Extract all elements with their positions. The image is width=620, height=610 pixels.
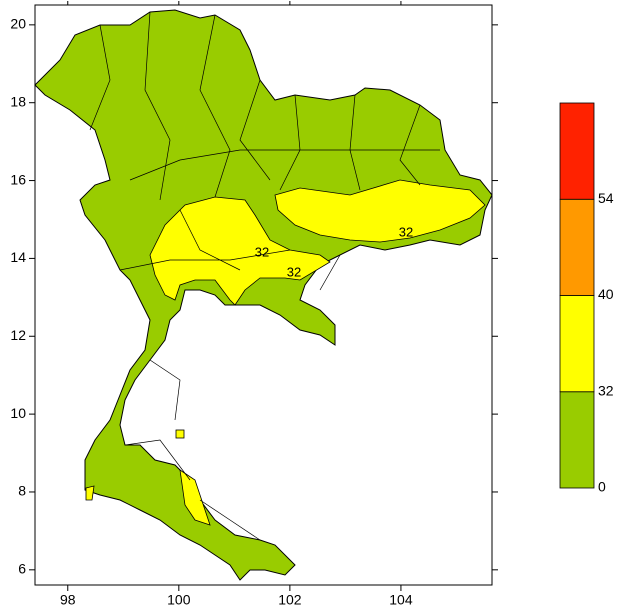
contour-label: 32 xyxy=(287,264,301,279)
y-tick-label: 20 xyxy=(10,16,26,32)
y-tick-label: 18 xyxy=(10,93,26,109)
colorbar-label: 54 xyxy=(598,190,614,206)
x-tick-label: 102 xyxy=(278,592,302,608)
colorbar-band xyxy=(559,102,595,200)
colorbar: 0 32 40 54 xyxy=(559,102,614,495)
island xyxy=(175,429,185,439)
y-tick-label: 10 xyxy=(10,405,26,421)
zone-south xyxy=(179,469,211,526)
land xyxy=(34,9,493,581)
y-tick-label: 14 xyxy=(10,249,26,265)
province-lines xyxy=(89,11,440,541)
zone-east xyxy=(274,179,486,243)
x-tick-label: 104 xyxy=(389,592,413,608)
y-tick-label: 12 xyxy=(10,327,26,343)
x-tick-label: 98 xyxy=(60,592,76,608)
contour-label: 32 xyxy=(399,224,413,239)
contour-label: 32 xyxy=(255,244,269,259)
colorbar-band xyxy=(559,391,595,489)
x-tick-label: 100 xyxy=(167,592,191,608)
zone-west xyxy=(85,485,95,501)
y-tick-label: 6 xyxy=(18,561,26,577)
y-tick-label: 8 xyxy=(18,483,26,499)
y-tick-label: 16 xyxy=(10,171,26,187)
colorbar-label: 32 xyxy=(598,382,614,398)
zone-central xyxy=(149,196,331,306)
colorbar-label: 0 xyxy=(598,479,606,495)
colorbar-label: 40 xyxy=(598,286,614,302)
map-frame xyxy=(34,4,493,586)
colorbar-band xyxy=(559,295,595,393)
axes: 98 100 102 104 6 8 10 12 14 16 18 20 32 32 32 xyxy=(10,1,498,608)
colorbar-band xyxy=(559,198,595,296)
map-shapes xyxy=(34,4,493,586)
